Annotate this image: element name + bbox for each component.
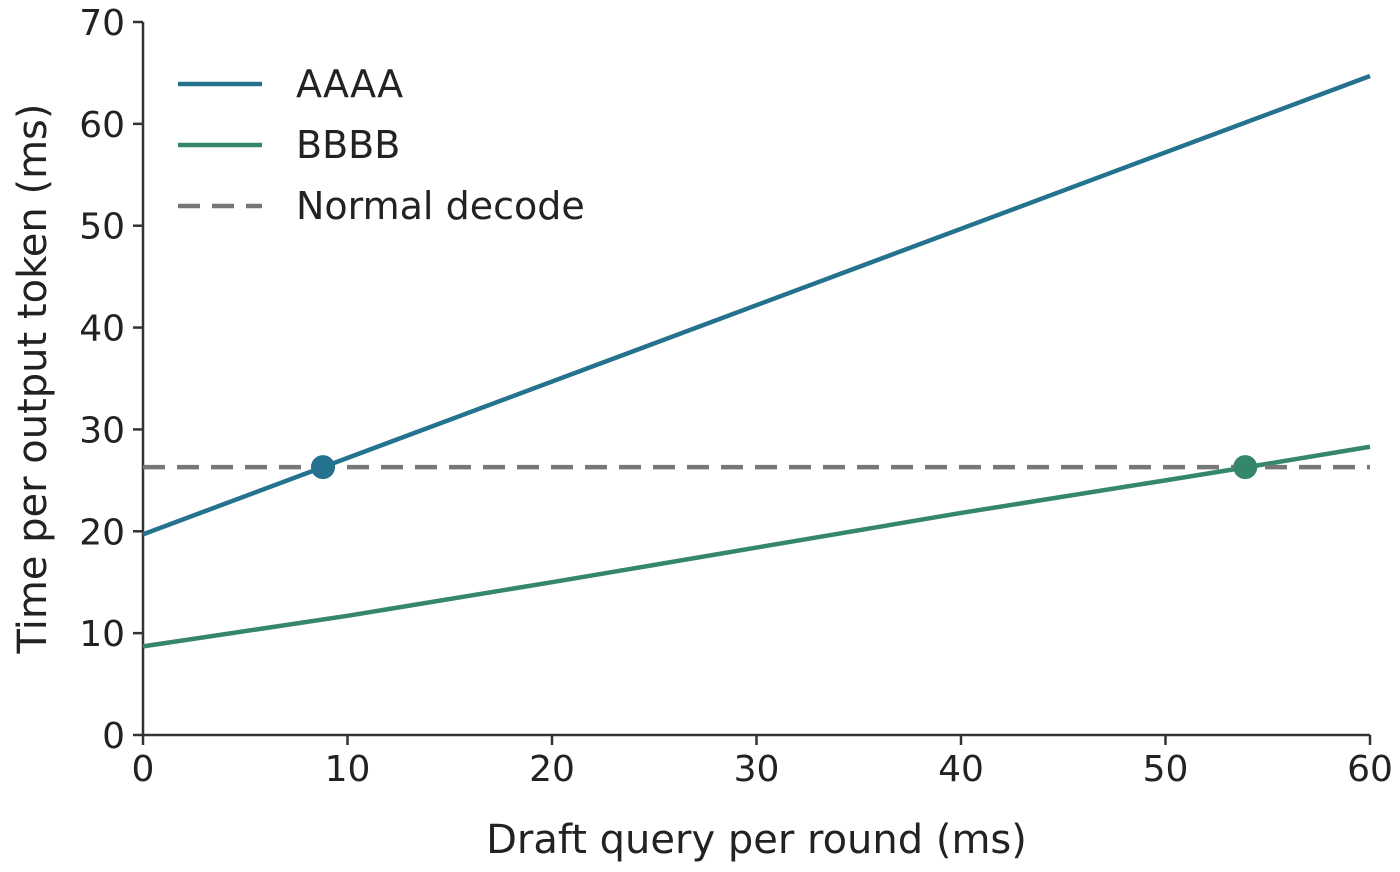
x-ticks: 0 10 20 30 40 50 60 — [132, 735, 1393, 790]
x-tick-label: 40 — [938, 749, 984, 790]
y-tick-label: 20 — [79, 512, 125, 553]
series-markers — [310, 455, 1258, 480]
axes: 0 10 20 30 40 50 60 0 10 20 30 40 50 60 70 — [79, 3, 1393, 790]
x-tick-label: 50 — [1143, 749, 1189, 790]
legend: AAAA BBBB Normal decode — [178, 62, 585, 228]
y-tick-label: 70 — [79, 3, 125, 44]
x-tick-label: 60 — [1347, 749, 1393, 790]
x-axis-title: Draft query per round (ms) — [486, 817, 1027, 863]
y-axis-title: Time per output token (ms) — [10, 104, 56, 655]
intersection-marker-bbbb — [1233, 455, 1258, 480]
y-tick-label: 0 — [102, 716, 125, 757]
y-ticks: 0 10 20 30 40 50 60 70 — [79, 3, 143, 757]
legend-label-normal-decode: Normal decode — [296, 184, 585, 228]
x-tick-label: 10 — [325, 749, 371, 790]
legend-label-bbbb: BBBB — [296, 123, 400, 167]
y-tick-label: 30 — [79, 410, 125, 451]
x-tick-label: 30 — [734, 749, 780, 790]
y-tick-label: 60 — [79, 105, 125, 146]
x-tick-label: 0 — [132, 749, 155, 790]
intersection-marker-aaaa — [310, 455, 335, 480]
x-tick-label: 20 — [529, 749, 575, 790]
y-tick-label: 40 — [79, 309, 125, 350]
y-tick-label: 50 — [79, 207, 125, 248]
series-line-aaaa — [142, 73, 1371, 537]
y-tick-label: 10 — [79, 614, 125, 655]
legend-label-aaaa: AAAA — [296, 62, 403, 106]
